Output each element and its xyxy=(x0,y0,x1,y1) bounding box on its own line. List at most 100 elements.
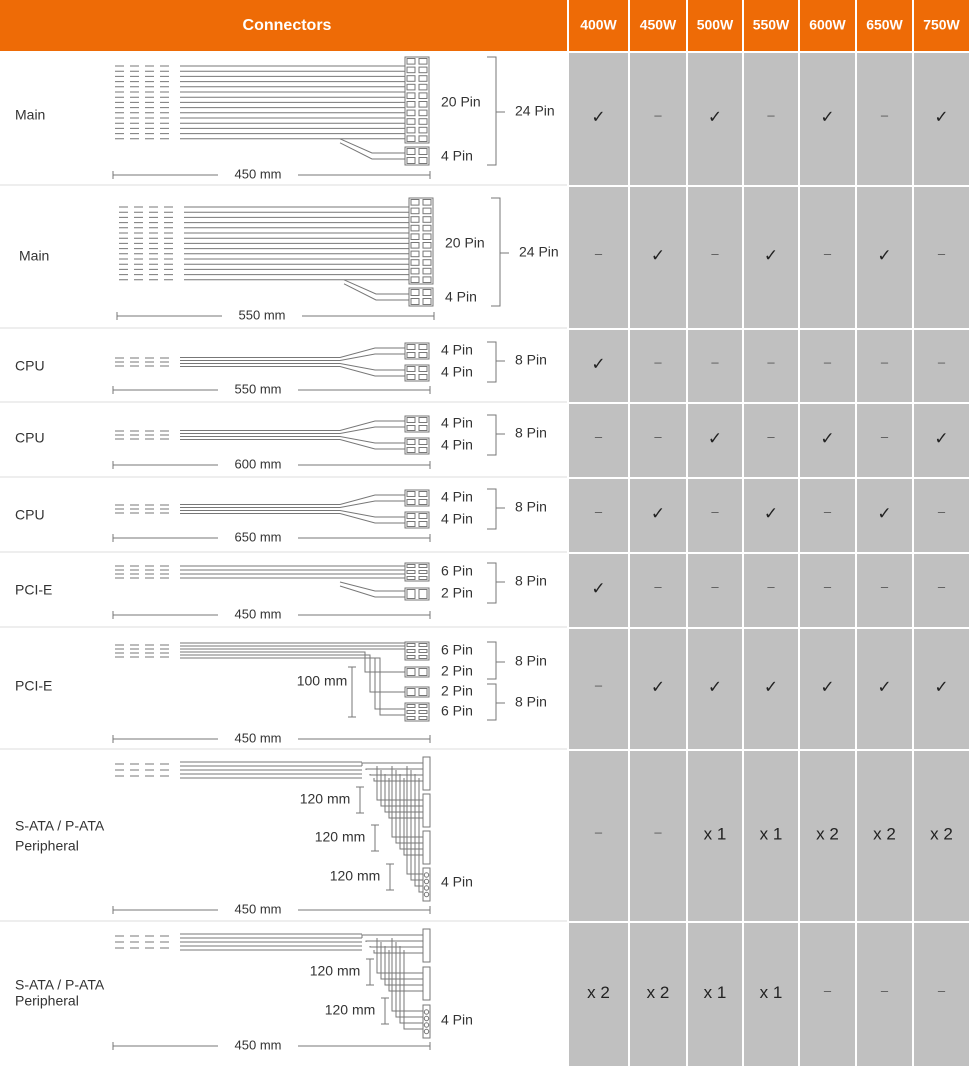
connector-pin xyxy=(406,439,416,445)
cable-length: 450 mm xyxy=(235,166,282,181)
connector-pin xyxy=(418,425,428,431)
wire xyxy=(361,762,423,766)
wire xyxy=(180,363,405,371)
pin-label: 4 Pin xyxy=(441,489,473,505)
wire xyxy=(418,778,423,893)
availability: – xyxy=(824,354,832,369)
connector xyxy=(404,686,430,698)
group-label: 24 Pin xyxy=(515,103,555,119)
connector-pin xyxy=(406,101,416,108)
model-cell xyxy=(688,53,742,185)
cable-length: 450 mm xyxy=(235,1037,282,1052)
model-cell xyxy=(688,404,742,477)
availability: ✓ xyxy=(764,246,778,265)
connector-pin xyxy=(422,224,432,232)
model-cell xyxy=(569,187,628,328)
group-label: 24 Pin xyxy=(519,244,559,260)
connector-pin xyxy=(418,655,428,659)
connector-pin xyxy=(418,649,428,653)
cable-length: 550 mm xyxy=(239,307,286,322)
wire xyxy=(403,778,423,856)
connector-pin xyxy=(410,242,420,249)
availability: – xyxy=(595,677,603,692)
pin-label: 20 Pin xyxy=(445,235,485,251)
molex-pin xyxy=(423,872,430,878)
model-cell xyxy=(688,554,742,627)
wire xyxy=(380,942,423,980)
model-cell xyxy=(569,554,628,627)
connector-pin xyxy=(422,216,432,223)
wire xyxy=(339,581,405,592)
model-cell xyxy=(857,330,912,402)
connector-pin xyxy=(418,344,428,350)
header-cell xyxy=(744,0,798,51)
connector-pin xyxy=(406,135,416,142)
header-cell xyxy=(800,0,855,51)
wire xyxy=(180,513,405,524)
connector-pin xyxy=(410,250,420,258)
connector-pin xyxy=(418,710,428,714)
wire xyxy=(339,138,405,154)
model-cell xyxy=(800,554,855,627)
connector-pin xyxy=(410,298,420,305)
model-cell xyxy=(744,330,798,402)
connector xyxy=(404,666,430,678)
wire xyxy=(365,768,423,770)
availability: ✓ xyxy=(877,504,891,523)
connector-pin xyxy=(406,83,416,91)
availability: ✓ xyxy=(934,677,948,696)
group-label: 8 Pin xyxy=(515,425,547,441)
connector-pin xyxy=(418,126,428,134)
wire xyxy=(180,366,405,377)
group-label: 8 Pin xyxy=(515,573,547,589)
cable-name: CPU xyxy=(15,430,45,446)
connector-pin xyxy=(418,668,428,676)
connector xyxy=(404,511,430,529)
availability: ✓ xyxy=(934,429,948,448)
model-cell xyxy=(914,187,969,328)
model-cell xyxy=(630,923,686,1066)
availability: – xyxy=(654,107,662,122)
availability: x 1 xyxy=(704,824,727,843)
availability: – xyxy=(767,579,775,594)
connector-pin xyxy=(406,58,416,65)
wire xyxy=(380,770,423,807)
model-name: 500W xyxy=(697,17,734,33)
model-cell xyxy=(569,330,628,402)
model-cell xyxy=(630,751,686,921)
connector-pin xyxy=(418,157,428,164)
connector-pin xyxy=(418,58,428,65)
model-cell xyxy=(688,330,742,402)
connector-pin xyxy=(406,710,416,714)
connector xyxy=(404,489,430,507)
molex-pin xyxy=(423,1028,430,1035)
connector xyxy=(404,437,430,455)
segment-length: 120 mm xyxy=(300,791,351,807)
wire xyxy=(384,946,423,986)
availability: – xyxy=(595,429,603,444)
connector-pin xyxy=(406,499,416,505)
connector-pin xyxy=(418,66,428,74)
wire xyxy=(388,778,423,819)
connector-pin xyxy=(410,259,420,266)
pin-label: 20 Pin xyxy=(441,94,481,110)
availability: – xyxy=(767,107,775,122)
availability: – xyxy=(824,504,832,519)
connector xyxy=(422,756,431,791)
availability: – xyxy=(881,579,889,594)
availability: x 1 xyxy=(704,983,727,1002)
bracket xyxy=(487,414,497,456)
connector-pin xyxy=(418,439,428,445)
availability: – xyxy=(881,107,889,122)
bracket xyxy=(487,56,497,166)
wire xyxy=(395,770,423,844)
connector-pin xyxy=(406,118,416,125)
model-cell xyxy=(569,53,628,185)
model-cell xyxy=(800,629,855,749)
connector-pin xyxy=(410,233,420,240)
cable-length: 450 mm xyxy=(235,730,282,745)
wire xyxy=(391,766,423,838)
availability: – xyxy=(881,429,889,444)
pin-label: 4 Pin xyxy=(441,511,473,527)
